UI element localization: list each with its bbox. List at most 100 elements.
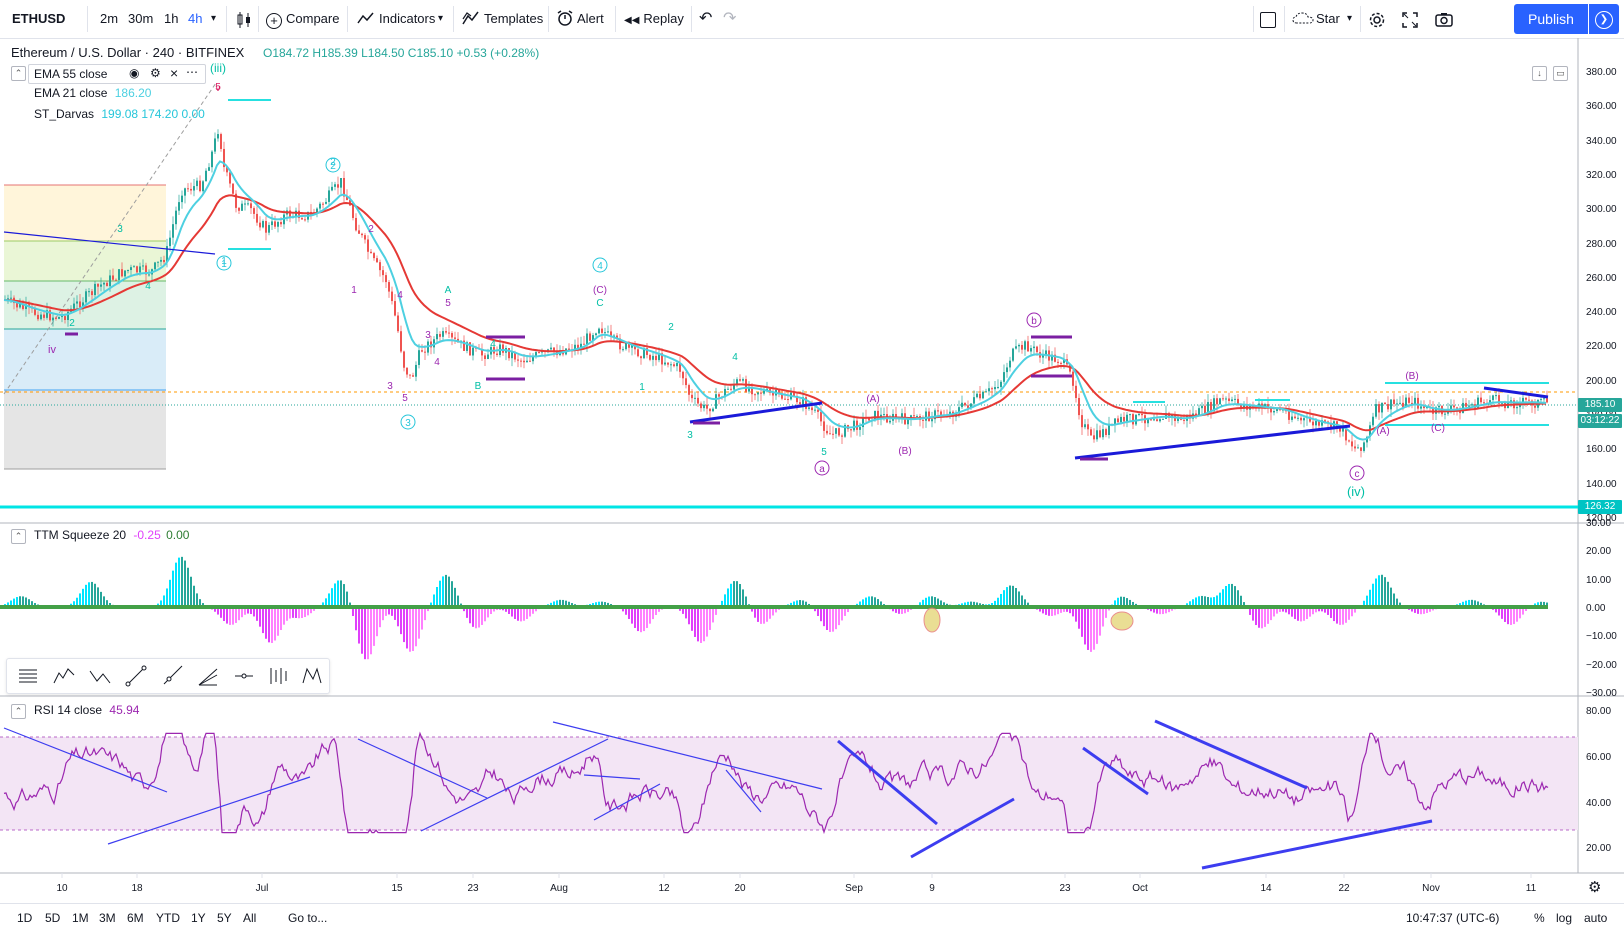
time-axis-label: Sep [845, 883, 863, 894]
price-axis-label: 380.00 [1586, 67, 1617, 78]
countdown-tag: 03:12:22 [1578, 414, 1622, 428]
range-5y[interactable]: 5Y [217, 911, 232, 925]
time-axis-label: 18 [131, 883, 143, 894]
time-axis-label: 10 [56, 883, 68, 894]
ttm-axis-label: 20.00 [1586, 546, 1612, 558]
time-axis-label: 14 [1260, 883, 1272, 894]
log-scale-toggle[interactable]: log [1556, 911, 1573, 925]
indicators-dropdown-icon[interactable]: ▾ [438, 13, 444, 24]
wave-label: 3 [425, 330, 431, 341]
drawing-toolbar [6, 658, 330, 694]
indicators-button[interactable]: Indicators [357, 0, 435, 38]
elliott-impulse-icon[interactable] [53, 665, 75, 687]
chevron-right-icon: ❯ [1595, 11, 1613, 29]
close-icon[interactable]: × [170, 65, 179, 81]
symbol-title: Ethereum / U.S. Dollar · 240 · BITFINEX [11, 45, 245, 60]
collapse-rsi-icon[interactable]: ⌃ [11, 704, 26, 719]
horizontal-ray-icon[interactable] [233, 665, 255, 687]
rsi-legend[interactable]: RSI 14 close 45.94 [34, 703, 140, 717]
darvas-lines [228, 99, 1549, 426]
darvas-legend[interactable]: ST_Darvas 199.08 174.20 0.00 [34, 107, 205, 121]
time-axis-label: Oct [1132, 883, 1148, 894]
templates-button[interactable]: Templates [462, 0, 543, 38]
wave-label: 2 [368, 224, 374, 235]
fib-fan-icon[interactable] [197, 665, 219, 687]
time-axis-label: 23 [467, 883, 479, 894]
clock-display[interactable]: 10:47:37 (UTC-6) [1406, 911, 1500, 925]
star-button[interactable]: Star [1292, 0, 1340, 38]
range-6m[interactable]: 6M [127, 911, 144, 925]
gear-icon[interactable]: ⚙ [150, 66, 161, 80]
rsi-axis-label: 20.00 [1586, 843, 1612, 855]
gear-icon[interactable]: ⚙ [1588, 879, 1602, 896]
rsi-trendlines[interactable] [3, 719, 1433, 870]
wave-label: 2 [330, 157, 336, 168]
wave-label: 5 [402, 393, 408, 404]
time-axis-label: 23 [1059, 883, 1071, 894]
eye-icon[interactable]: ◉ [129, 66, 140, 80]
wave-label: (A) [866, 394, 879, 405]
wave-circle-label: a [819, 464, 825, 475]
replay-button[interactable]: ◀◀ Replay [624, 11, 684, 26]
range-1m[interactable]: 1M [72, 911, 89, 925]
price-trendlines[interactable] [3, 231, 1549, 460]
percent-scale-toggle[interactable]: % [1534, 911, 1545, 925]
time-axis-label: 9 [929, 883, 935, 894]
cloud-icon [1292, 12, 1314, 24]
alert-button[interactable]: Alert [557, 0, 604, 38]
publish-menu-button[interactable]: ❯ [1589, 4, 1619, 34]
ray-icon[interactable] [161, 665, 183, 687]
ttm-legend[interactable]: TTM Squeeze 20 -0.25 0.00 [34, 528, 190, 542]
wave-label: (B) [1405, 371, 1418, 382]
more-icon[interactable]: ⋯ [186, 65, 198, 79]
collapse-ttm-icon[interactable]: ⌃ [11, 529, 26, 544]
interval-dropdown-icon[interactable]: ▾ [211, 13, 217, 24]
symbol-search[interactable]: ETHUSD [12, 11, 66, 26]
goto-button[interactable]: Go to... [288, 911, 328, 925]
bars-pattern-icon[interactable] [267, 665, 289, 687]
wave-label: (iii) [210, 61, 226, 75]
price-chart[interactable]: (iii)5v12iv342124353A54B4(C)C2143(A)(B)5… [0, 38, 1624, 935]
interval-4h[interactable]: 4h [188, 11, 203, 26]
fib-icon[interactable] [17, 665, 39, 687]
gear-icon[interactable] [1368, 0, 1386, 38]
ema55-legend[interactable]: EMA 55 close ◉ ⚙ × ⋯ [28, 64, 206, 84]
time-axis-label: 11 [1525, 883, 1537, 894]
interval-30m[interactable]: 30m [128, 11, 154, 26]
scale-reset-icon[interactable]: ▭ [1553, 66, 1568, 81]
elliott-wave-labels: (iii)5v12iv342124353A54B4(C)C2143(A)(B)5… [48, 61, 1445, 499]
wave-circle-label: b [1031, 316, 1037, 327]
auto-scale-toggle[interactable]: auto [1584, 911, 1608, 925]
scale-down-icon[interactable]: ↓ [1532, 66, 1547, 81]
undo-icon[interactable]: ↶ [699, 10, 713, 27]
trendline-icon[interactable] [125, 665, 147, 687]
wave-label: 3 [117, 224, 123, 235]
fullscreen-box-icon[interactable] [1260, 0, 1276, 38]
star-dropdown-icon[interactable]: ▾ [1347, 13, 1353, 24]
alarm-clock-icon [557, 10, 573, 26]
elliott-correction-icon[interactable] [89, 665, 111, 687]
last-price-tag: 185.10 [1578, 398, 1622, 412]
interval-2m[interactable]: 2m [100, 11, 119, 26]
ttm-axis-label: −10.00 [1586, 631, 1617, 643]
collapse-legend-icon[interactable]: ⌃ [11, 66, 26, 81]
time-axis-label: Nov [1422, 883, 1440, 894]
rsi-axis-label: 40.00 [1586, 797, 1612, 809]
xabcd-pattern-icon[interactable] [301, 665, 323, 687]
redo-icon[interactable]: ↷ [723, 10, 737, 27]
compare-button[interactable]: + Compare [266, 0, 339, 38]
range-ytd[interactable]: YTD [156, 911, 180, 925]
ema21-legend[interactable]: EMA 21 close 186.20 [34, 86, 152, 100]
range-1y[interactable]: 1Y [191, 911, 206, 925]
candle-type-icon[interactable] [236, 0, 252, 38]
camera-icon[interactable] [1435, 0, 1453, 38]
interval-1h[interactable]: 1h [164, 11, 179, 26]
range-3m[interactable]: 3M [99, 911, 116, 925]
range-5d[interactable]: 5D [45, 911, 61, 925]
range-1d[interactable]: 1D [17, 911, 33, 925]
publish-button[interactable]: Publish [1514, 4, 1588, 34]
wave-circle-label: 1 [221, 259, 227, 270]
price-axis-label: 280.00 [1586, 238, 1617, 250]
fullscreen-icon[interactable] [1402, 0, 1418, 38]
range-all[interactable]: All [243, 911, 257, 925]
